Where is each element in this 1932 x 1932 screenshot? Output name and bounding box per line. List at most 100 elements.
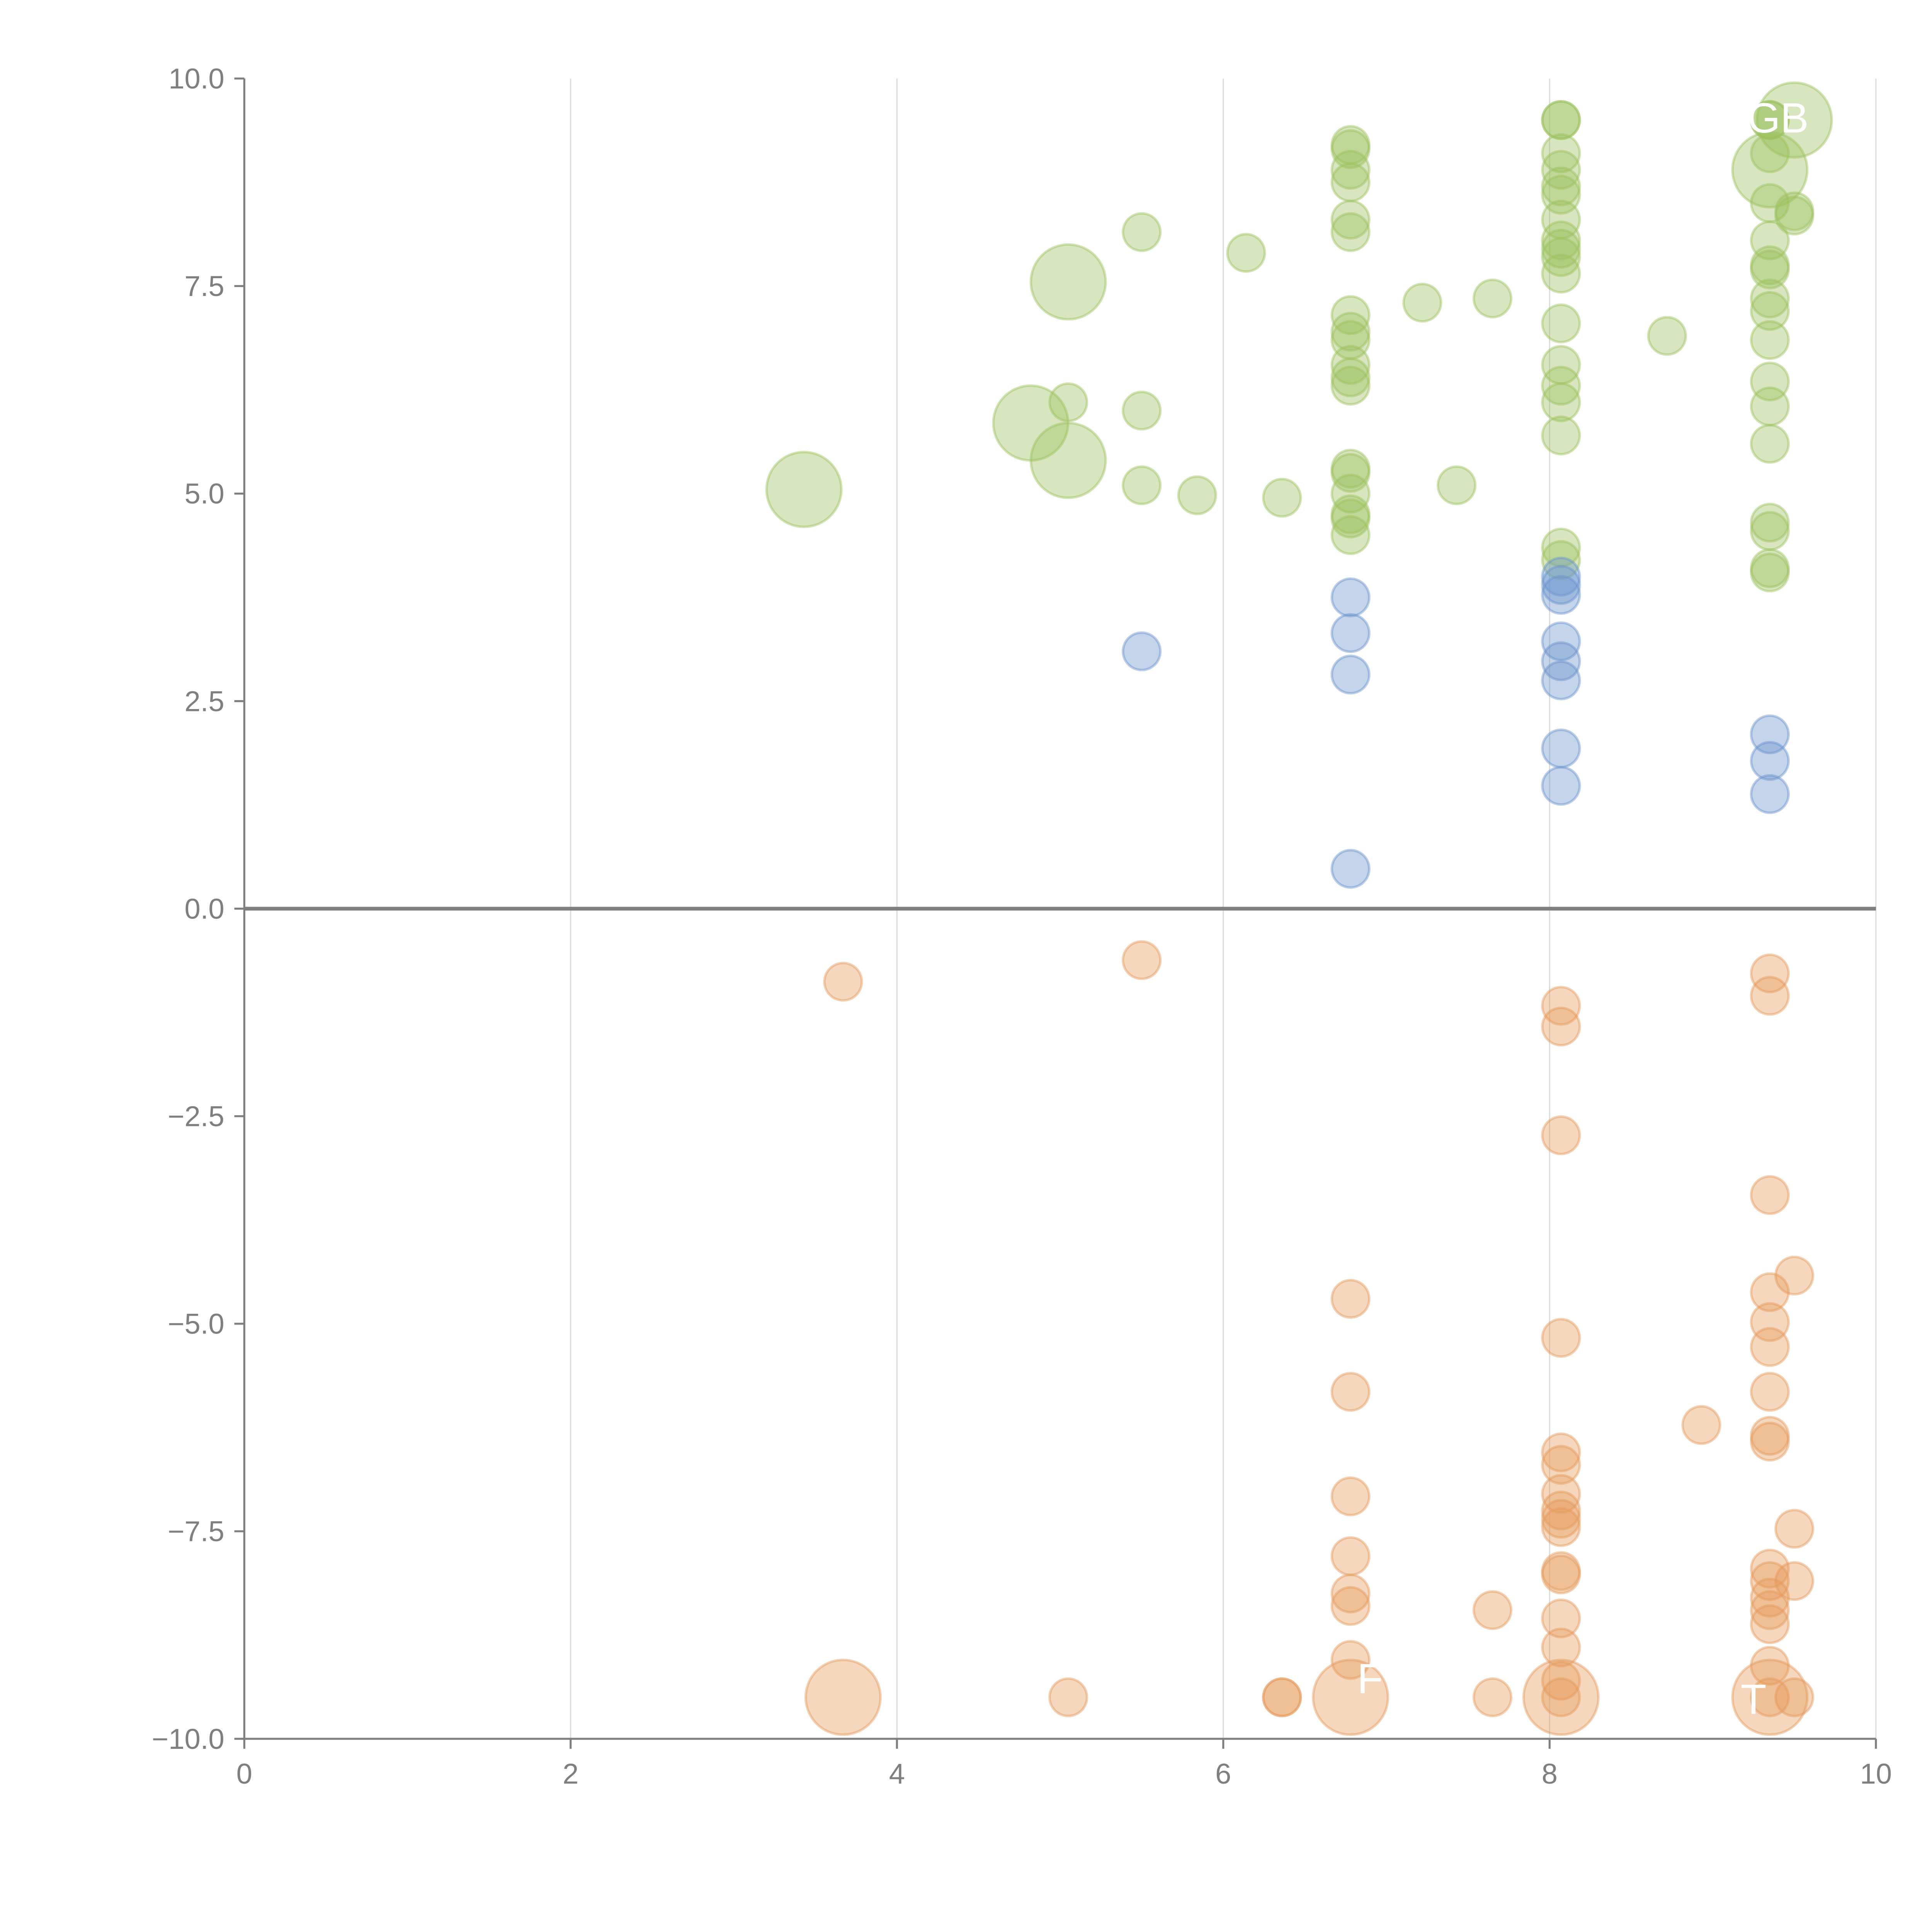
data-point-orange — [1750, 1272, 1790, 1312]
point-label: T — [1741, 1676, 1767, 1723]
data-point-orange — [1330, 1586, 1371, 1626]
x-tick-label: 2 — [563, 1758, 578, 1790]
data-point-green — [1541, 150, 1581, 190]
data-point-orange — [1262, 1677, 1302, 1718]
data-point-green — [1330, 357, 1371, 398]
data-point-orange — [1681, 1405, 1721, 1445]
data-point-green — [1750, 100, 1790, 140]
y-tick-label: 10.0 — [168, 63, 224, 95]
data-point-orange — [1750, 1416, 1790, 1456]
data-point-green — [1750, 361, 1790, 401]
data-point-green — [1472, 278, 1513, 319]
data-point-green — [1330, 162, 1371, 202]
data-point-green — [1330, 498, 1371, 539]
data-point-orange — [1541, 1499, 1581, 1539]
data-point-orange — [1731, 1658, 1809, 1736]
data-point-blue — [1122, 631, 1162, 672]
y-tick-label: 5.0 — [185, 478, 224, 510]
data-point-blue — [1750, 741, 1790, 781]
data-point-green — [1541, 345, 1581, 385]
data-point-green — [1402, 282, 1442, 323]
data-point-green — [1330, 494, 1371, 534]
y-tick-label: −2.5 — [168, 1100, 224, 1133]
data-point-orange — [1541, 1115, 1581, 1155]
data-point-green — [1541, 415, 1581, 456]
data-point-green — [1541, 133, 1581, 173]
data-point-green — [1330, 449, 1371, 489]
data-point-green — [1330, 320, 1371, 360]
data-point-green — [1541, 175, 1581, 215]
data-point-orange — [1541, 1507, 1581, 1547]
data-point-green — [1541, 527, 1581, 568]
data-point-blue — [1541, 641, 1581, 682]
x-tick-label: 0 — [236, 1758, 252, 1790]
data-point-orange — [1330, 1279, 1371, 1319]
data-point-blue — [1541, 660, 1581, 701]
data-point-orange — [1541, 1474, 1581, 1514]
data-point-orange — [1750, 976, 1790, 1016]
data-point-green — [1750, 502, 1790, 543]
data-point-green — [1541, 253, 1581, 294]
data-point-blue — [1541, 575, 1581, 615]
data-point-orange — [1541, 1598, 1581, 1639]
y-tick-label: −5.0 — [168, 1308, 224, 1340]
data-point-green — [1262, 478, 1302, 518]
y-tick-label: 2.5 — [185, 685, 224, 717]
data-point-orange — [1750, 1561, 1790, 1601]
data-point-green — [1029, 422, 1107, 499]
data-point-green — [1755, 81, 1833, 159]
data-point-orange — [1541, 1551, 1581, 1591]
y-tick-label: −10.0 — [152, 1723, 224, 1755]
data-point-green — [992, 384, 1070, 462]
data-point-blue — [1541, 766, 1581, 806]
data-point-green — [1541, 166, 1581, 207]
data-point-green — [1541, 220, 1581, 260]
data-point-orange — [1750, 1302, 1790, 1342]
data-point-orange — [1541, 1661, 1581, 1701]
data-point-green — [765, 451, 843, 528]
data-point-orange — [1541, 1677, 1581, 1718]
data-point-blue — [1750, 774, 1790, 814]
data-point-green — [1774, 196, 1815, 236]
data-point-green — [1541, 540, 1581, 580]
data-point-green — [1122, 212, 1162, 252]
data-point-green — [1541, 382, 1581, 422]
data-points — [765, 81, 1833, 1736]
data-point-blue — [1330, 577, 1371, 617]
point-label: F — [1357, 1655, 1383, 1702]
data-point-green — [1330, 453, 1371, 493]
x-tick-label: 6 — [1215, 1758, 1231, 1790]
data-point-green — [1750, 548, 1790, 588]
axes — [243, 78, 1876, 1740]
x-tick-label: 8 — [1542, 1758, 1558, 1790]
data-point-orange — [1122, 940, 1162, 980]
data-point-green — [1541, 237, 1581, 277]
data-point-green — [1330, 366, 1371, 406]
y-ticks: 10.0 7.5 5.0 2.5 0.0 −2.5 −5.0 −7.5 −10.0 — [152, 63, 245, 1755]
data-point-green — [1750, 552, 1790, 593]
data-point-orange — [1330, 1372, 1371, 1412]
data-point-blue — [1541, 556, 1581, 597]
data-point-green — [1226, 233, 1266, 273]
data-point-green — [1330, 515, 1371, 555]
data-point-green — [1750, 278, 1790, 319]
data-point-green — [1750, 220, 1790, 260]
x-tick-label: 4 — [889, 1758, 905, 1790]
data-point-orange — [1330, 1640, 1371, 1680]
data-point-green — [1330, 311, 1371, 352]
data-point-green — [1541, 303, 1581, 344]
data-point-green — [1330, 212, 1371, 252]
x-tick-label: 10 — [1860, 1758, 1892, 1790]
data-point-orange — [1541, 1007, 1581, 1047]
data-point-orange — [1750, 1604, 1790, 1645]
data-point-green — [1750, 249, 1790, 289]
data-point-green — [1750, 423, 1790, 464]
data-point-orange — [1330, 1536, 1371, 1576]
data-point-orange — [1522, 1658, 1600, 1736]
data-point-green — [1029, 243, 1107, 321]
data-point-green — [1330, 473, 1371, 514]
data-point-green — [1541, 229, 1581, 269]
data-point-orange — [1330, 1573, 1371, 1614]
data-point-blue — [1541, 565, 1581, 605]
data-point-orange — [1750, 1677, 1790, 1718]
